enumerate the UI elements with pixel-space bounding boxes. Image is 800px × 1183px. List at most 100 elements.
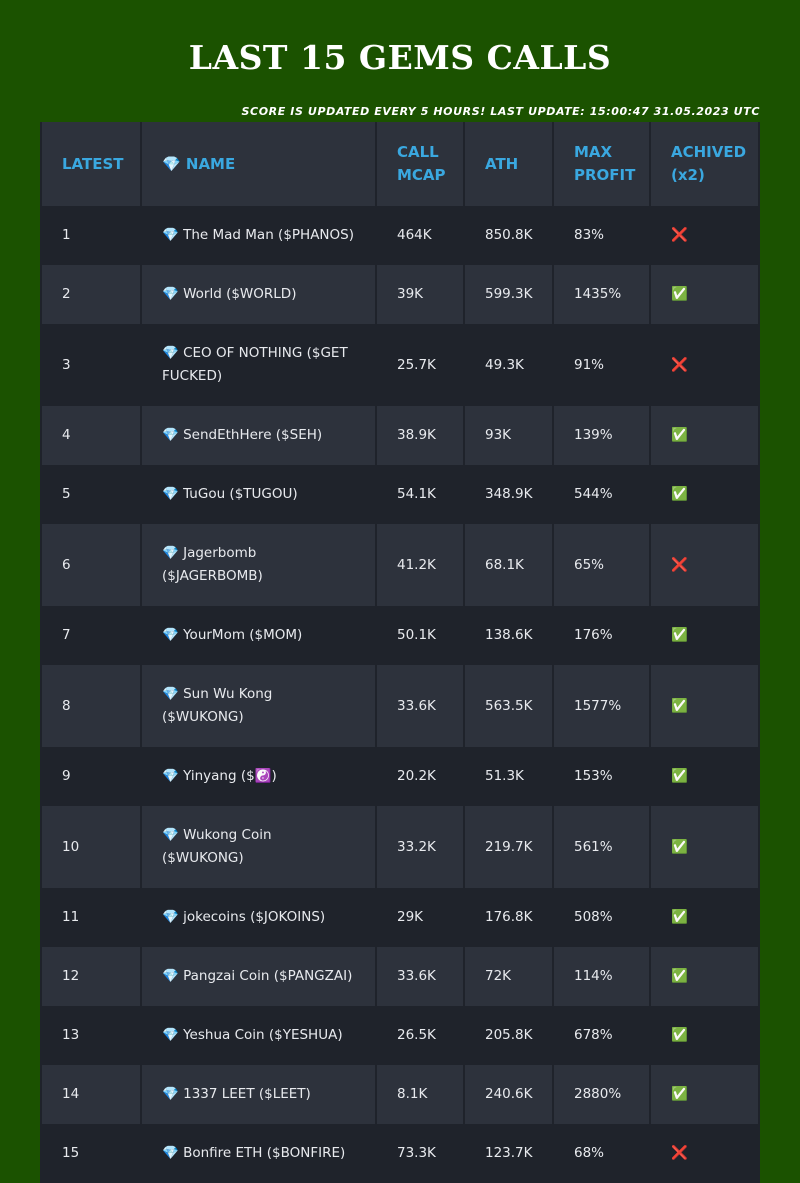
- table-cell: 29K: [377, 888, 463, 947]
- table-body: 1 💎 The Mad Man ($PHANOS) 464K 850.8K 83% ❌ 2 💎…: [42, 206, 758, 1183]
- column-header: MAX PROFIT: [554, 122, 649, 206]
- table-cell: 💎 1337 LEET ($LEET): [142, 1065, 375, 1124]
- table-cell: 3: [42, 324, 140, 406]
- table-row: 5 💎 TuGou ($TUGOU) 54.1K 348.9K 544% ✅: [42, 465, 758, 524]
- table-cell: 10: [42, 806, 140, 888]
- column-header: LATEST: [42, 122, 140, 206]
- table-cell: 💎 World ($WORLD): [142, 265, 375, 324]
- table-cell: 176%: [554, 606, 649, 665]
- table-cell: 26.5K: [377, 1006, 463, 1065]
- table-cell: 205.8K: [465, 1006, 552, 1065]
- table-row: 8 💎 Sun Wu Kong ($WUKONG) 33.6K 563.5K 1577%…: [42, 665, 758, 747]
- table-cell: 25.7K: [377, 324, 463, 406]
- table-row: 3 💎 CEO OF NOTHING ($GET FUCKED) 25.7K 49.3…: [42, 324, 758, 406]
- table-cell: 💎 Yeshua Coin ($YESHUA): [142, 1006, 375, 1065]
- table-cell: 6: [42, 524, 140, 606]
- table-cell: 561%: [554, 806, 649, 888]
- table-cell: 348.9K: [465, 465, 552, 524]
- table-cell: 11: [42, 888, 140, 947]
- table-cell: ✅: [651, 606, 758, 665]
- table-cell: 91%: [554, 324, 649, 406]
- table-row: 11 💎 jokecoins ($JOKOINS) 29K 176.8K 508% ✅: [42, 888, 758, 947]
- table-cell: 💎 Sun Wu Kong ($WUKONG): [142, 665, 375, 747]
- table-cell: 💎 Bonfire ETH ($BONFIRE): [142, 1124, 375, 1183]
- table-cell: 544%: [554, 465, 649, 524]
- table-row: 12 💎 Pangzai Coin ($PANGZAI) 33.6K 72K 114% ✅: [42, 947, 758, 1006]
- table-cell: 93K: [465, 406, 552, 465]
- table-cell: 💎 Jagerbomb ($JAGERBOMB): [142, 524, 375, 606]
- table-cell: ✅: [651, 747, 758, 806]
- table-cell: ✅: [651, 265, 758, 324]
- table-cell: 1435%: [554, 265, 649, 324]
- table-cell: 850.8K: [465, 206, 552, 265]
- page: LAST 15 GEMS CALLS SCORE IS UPDATED EVER…: [40, 38, 760, 1183]
- table-cell: 68.1K: [465, 524, 552, 606]
- table-cell: 15: [42, 1124, 140, 1183]
- table-cell: 13: [42, 1006, 140, 1065]
- table-cell: ❌: [651, 524, 758, 606]
- table-cell: 153%: [554, 747, 649, 806]
- table-cell: ✅: [651, 1006, 758, 1065]
- table-cell: 138.6K: [465, 606, 552, 665]
- table-cell: ✅: [651, 665, 758, 747]
- table-cell: 💎 Wukong Coin ($WUKONG): [142, 806, 375, 888]
- table-cell: 💎 TuGou ($TUGOU): [142, 465, 375, 524]
- table-cell: 176.8K: [465, 888, 552, 947]
- table-cell: 33.2K: [377, 806, 463, 888]
- table-cell: 💎 SendEthHere ($SEH): [142, 406, 375, 465]
- table-cell: 33.6K: [377, 947, 463, 1006]
- table-cell: ✅: [651, 806, 758, 888]
- table-cell: 65%: [554, 524, 649, 606]
- table-cell: 33.6K: [377, 665, 463, 747]
- table-cell: 563.5K: [465, 665, 552, 747]
- table-cell: 8: [42, 665, 140, 747]
- table-cell: 2: [42, 265, 140, 324]
- table-cell: 49.3K: [465, 324, 552, 406]
- table-cell: 1577%: [554, 665, 649, 747]
- table-cell: ❌: [651, 206, 758, 265]
- table-cell: 12: [42, 947, 140, 1006]
- table-row: 6 💎 Jagerbomb ($JAGERBOMB) 41.2K 68.1K 65% ❌: [42, 524, 758, 606]
- table-row: 1 💎 The Mad Man ($PHANOS) 464K 850.8K 83% ❌: [42, 206, 758, 265]
- table-row: 9 💎 Yinyang ($☯️) 20.2K 51.3K 153% ✅: [42, 747, 758, 806]
- column-header: ATH: [465, 122, 552, 206]
- table-cell: 2880%: [554, 1065, 649, 1124]
- table-row: 10 💎 Wukong Coin ($WUKONG) 33.2K 219.7K 561%…: [42, 806, 758, 888]
- table-row: 15 💎 Bonfire ETH ($BONFIRE) 73.3K 123.7K 68%…: [42, 1124, 758, 1183]
- table-cell: 20.2K: [377, 747, 463, 806]
- table-cell: 39K: [377, 265, 463, 324]
- table-cell: 68%: [554, 1124, 649, 1183]
- table-cell: 51.3K: [465, 747, 552, 806]
- table-cell: ✅: [651, 947, 758, 1006]
- table-cell: 139%: [554, 406, 649, 465]
- table-cell: 73.3K: [377, 1124, 463, 1183]
- title: LAST 15 GEMS CALLS: [188, 38, 612, 77]
- table-cell: 240.6K: [465, 1065, 552, 1124]
- table-cell: 9: [42, 747, 140, 806]
- column-header: ACHIVED (x2): [651, 122, 758, 206]
- table-row: 14 💎 1337 LEET ($LEET) 8.1K 240.6K 2880% ✅: [42, 1065, 758, 1124]
- subtitle: SCORE IS UPDATED EVERY 5 HOURS! LAST UPD…: [241, 105, 760, 118]
- table-row: 7 💎 YourMom ($MOM) 50.1K 138.6K 176% ✅: [42, 606, 758, 665]
- table-cell: 50.1K: [377, 606, 463, 665]
- table-cell: 83%: [554, 206, 649, 265]
- column-header: 💎 NAME: [142, 122, 375, 206]
- table-cell: ✅: [651, 406, 758, 465]
- table-cell: 219.7K: [465, 806, 552, 888]
- table-cell: 💎 jokecoins ($JOKOINS): [142, 888, 375, 947]
- table-cell: 54.1K: [377, 465, 463, 524]
- table-cell: 72K: [465, 947, 552, 1006]
- table-cell: 41.2K: [377, 524, 463, 606]
- table-cell: 114%: [554, 947, 649, 1006]
- table-cell: ✅: [651, 465, 758, 524]
- table-cell: ✅: [651, 888, 758, 947]
- table-cell: 8.1K: [377, 1065, 463, 1124]
- table-cell: 4: [42, 406, 140, 465]
- table-cell: 464K: [377, 206, 463, 265]
- table-cell: 123.7K: [465, 1124, 552, 1183]
- table-cell: 38.9K: [377, 406, 463, 465]
- column-header: CALL MCAP: [377, 122, 463, 206]
- table-cell: 1: [42, 206, 140, 265]
- table-cell: 5: [42, 465, 140, 524]
- table-row: 4 💎 SendEthHere ($SEH) 38.9K 93K 139% ✅: [42, 406, 758, 465]
